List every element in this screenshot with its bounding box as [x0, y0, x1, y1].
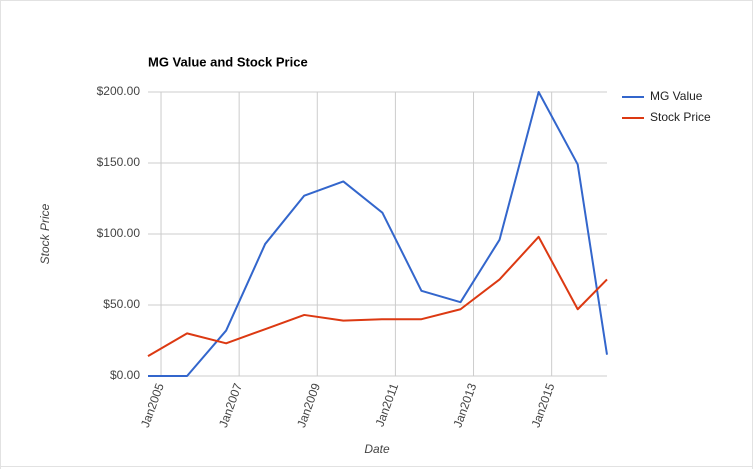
y-tick-label: $150.00 [97, 155, 141, 169]
x-axis-label: Date [364, 442, 390, 456]
y-tick-label: $50.00 [103, 297, 140, 311]
legend-label: MG Value [650, 89, 703, 103]
chart-title: MG Value and Stock Price [148, 54, 308, 69]
data-line [148, 91, 608, 377]
y-tick-label: $200.00 [97, 84, 141, 98]
y-tick-label: $100.00 [97, 226, 141, 240]
y-axis-label: Stock Price [38, 203, 52, 264]
legend-label: Stock Price [650, 110, 711, 124]
data-line [147, 235, 608, 357]
y-tick-label: $0.00 [110, 368, 140, 382]
